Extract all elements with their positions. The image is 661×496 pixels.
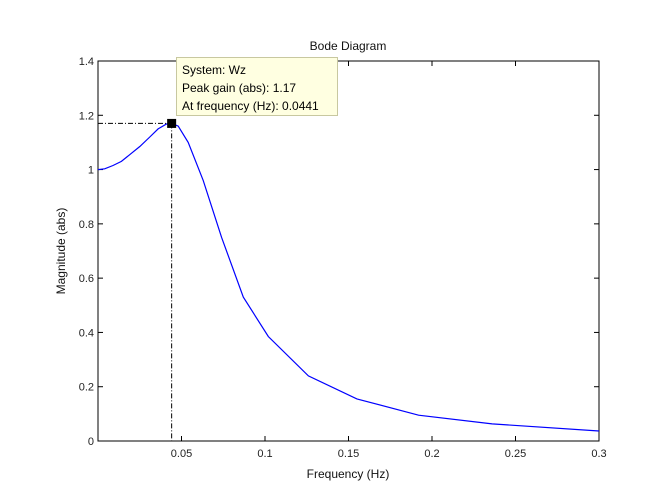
y-tick-label: 0.4 (79, 327, 94, 339)
axis-tick-labels: 0.05 0.1 0.15 0.2 0.25 0.3 0 0.2 0.4 0.6 0.8 1 1.2 1.… (79, 56, 607, 460)
x-tick-label: 0.15 (338, 448, 359, 460)
datatip-system: System: Wz (182, 63, 247, 77)
y-tick-label: 0.8 (79, 219, 94, 231)
x-tick-label: 0.05 (171, 448, 192, 460)
plot-area (97, 60, 600, 442)
x-tick-label: 0.25 (505, 448, 526, 460)
y-tick-label: 0.2 (79, 382, 94, 394)
datatip-guides (98, 118, 177, 441)
x-tick-label: 0.3 (591, 448, 606, 460)
y-tick-label: 1.4 (79, 56, 94, 68)
x-tick-label: 0.1 (257, 448, 272, 460)
y-axis-title: Magnitude (abs) (54, 208, 68, 295)
y-tick-label: 1 (88, 165, 94, 177)
y-tick-label: 0 (88, 436, 94, 448)
datatip-peak-gain: Peak gain (abs): 1.17 (182, 81, 297, 95)
datatip-box[interactable]: System: Wz Peak gain (abs): 1.17 At freq… (176, 57, 338, 116)
y-tick-label: 0.6 (79, 273, 94, 285)
peak-marker (167, 118, 177, 128)
magnitude-series-line (97, 122, 600, 432)
chart-title: Bode Diagram (310, 39, 387, 53)
datatip-frequency: At frequency (Hz): 0.0441 (182, 99, 319, 113)
x-axis-title: Frequency (Hz) (307, 467, 390, 481)
y-tick-label: 1.2 (79, 110, 94, 122)
x-tick-label: 0.2 (424, 448, 439, 460)
